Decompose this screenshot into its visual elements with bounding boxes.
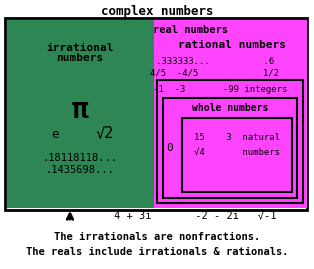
Text: π: π bbox=[72, 96, 88, 124]
Text: 4/5  -4/5            1/2: 4/5 -4/5 1/2 bbox=[150, 69, 279, 77]
Bar bbox=[163, 98, 297, 198]
Text: whole numbers: whole numbers bbox=[192, 103, 268, 113]
Text: numbers: numbers bbox=[57, 53, 104, 63]
Text: -1  -3       -99 integers: -1 -3 -99 integers bbox=[153, 86, 287, 94]
Text: .1435698...: .1435698... bbox=[46, 165, 114, 175]
Text: irrational: irrational bbox=[46, 43, 114, 53]
Text: rational numbers: rational numbers bbox=[178, 40, 286, 50]
Text: .333333...          .6: .333333... .6 bbox=[156, 58, 274, 66]
Text: .18118118...: .18118118... bbox=[42, 153, 117, 163]
Bar bbox=[5, 18, 307, 210]
Text: 4 + 3i       -2 - 2i   √-1: 4 + 3i -2 - 2i √-1 bbox=[114, 210, 276, 220]
Bar bbox=[7, 20, 154, 208]
Bar bbox=[182, 118, 292, 192]
Bar bbox=[157, 80, 303, 203]
Text: 0: 0 bbox=[167, 143, 173, 153]
Text: √4       numbers: √4 numbers bbox=[194, 147, 280, 157]
Text: real numbers: real numbers bbox=[153, 25, 228, 35]
Text: 15    3  natural: 15 3 natural bbox=[194, 133, 280, 143]
Text: The reals include irrationals & rationals.: The reals include irrationals & rational… bbox=[26, 247, 288, 257]
Text: The irrationals are nonfractions.: The irrationals are nonfractions. bbox=[54, 232, 260, 242]
Text: √2: √2 bbox=[96, 126, 114, 140]
Bar bbox=[154, 20, 307, 208]
Text: e: e bbox=[51, 129, 59, 141]
Text: complex numbers: complex numbers bbox=[101, 5, 213, 17]
